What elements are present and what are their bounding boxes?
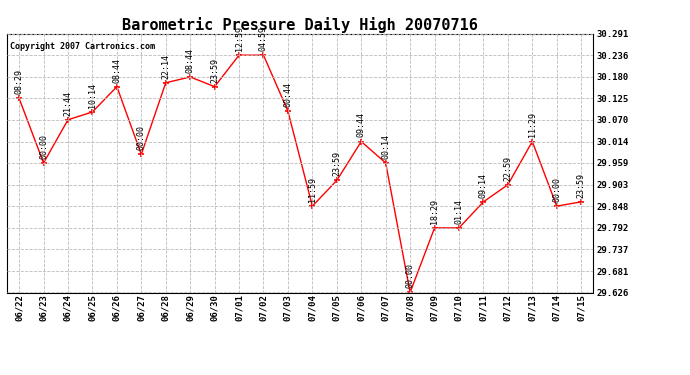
Text: 00:00: 00:00 [137, 125, 146, 150]
Title: Barometric Pressure Daily High 20070716: Barometric Pressure Daily High 20070716 [122, 16, 478, 33]
Text: 12:59: 12:59 [235, 26, 244, 51]
Text: 00:00: 00:00 [39, 134, 48, 159]
Text: 04:59: 04:59 [259, 26, 268, 51]
Text: 11:59: 11:59 [308, 177, 317, 202]
Text: 00:14: 00:14 [381, 134, 390, 159]
Text: 09:44: 09:44 [357, 112, 366, 137]
Text: 22:14: 22:14 [161, 54, 170, 79]
Text: 00:44: 00:44 [284, 82, 293, 107]
Text: 11:29: 11:29 [528, 112, 537, 137]
Text: 08:44: 08:44 [186, 48, 195, 73]
Text: 08:29: 08:29 [14, 69, 23, 94]
Text: 23:59: 23:59 [333, 151, 342, 176]
Text: 00:00: 00:00 [552, 177, 561, 202]
Text: 23:59: 23:59 [210, 57, 219, 82]
Text: 21:44: 21:44 [63, 91, 72, 116]
Text: 23:59: 23:59 [577, 172, 586, 198]
Text: 18:29: 18:29 [430, 199, 439, 224]
Text: 01:14: 01:14 [455, 199, 464, 224]
Text: 09:14: 09:14 [479, 172, 488, 198]
Text: 08:44: 08:44 [112, 57, 121, 82]
Text: 00:00: 00:00 [406, 263, 415, 288]
Text: 10:14: 10:14 [88, 83, 97, 108]
Text: Copyright 2007 Cartronics.com: Copyright 2007 Cartronics.com [10, 42, 155, 51]
Text: 22:59: 22:59 [504, 156, 513, 180]
